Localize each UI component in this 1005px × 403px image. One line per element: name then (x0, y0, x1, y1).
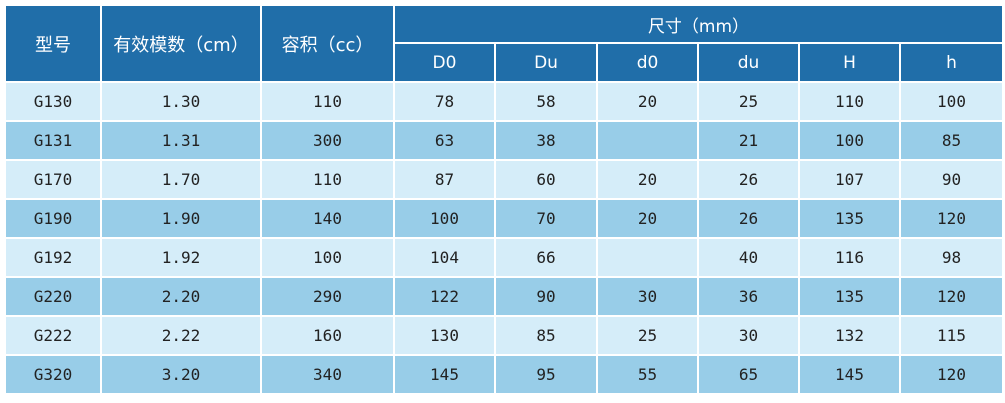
table-cell: 107 (798, 159, 901, 200)
table-cell: 110 (260, 81, 395, 122)
table-cell: 1.90 (100, 198, 262, 239)
table-cell: G190 (4, 198, 102, 239)
table-cell: 100 (798, 120, 901, 161)
table-cell: 1.31 (100, 120, 262, 161)
table-cell: 2.20 (100, 276, 262, 317)
table-cell: 90 (899, 159, 1004, 200)
table-cell: 20 (596, 159, 699, 200)
table-cell: 78 (393, 81, 496, 122)
table-cell: 26 (697, 159, 800, 200)
table-cell: 104 (393, 237, 496, 278)
table-cell: 140 (260, 198, 395, 239)
table-cell: 135 (798, 198, 901, 239)
header-model: 型号 (4, 4, 102, 83)
header-h: h (899, 42, 1004, 83)
table-cell: G192 (4, 237, 102, 278)
header-volume: 容积（cc） (260, 4, 395, 83)
table-cell: 60 (494, 159, 598, 200)
table-row: G190 1.90 140 100 70 20 26 135 120 (4, 198, 1004, 239)
table-cell: 20 (596, 81, 699, 122)
table-cell: 100 (260, 237, 395, 278)
table-cell: 26 (697, 198, 800, 239)
table-row: G222 2.22 160 130 85 25 30 132 115 (4, 315, 1004, 356)
header-dimensions: 尺寸（mm） (393, 4, 1004, 44)
table-cell: 110 (260, 159, 395, 200)
table-row: G220 2.20 290 122 90 30 36 135 120 (4, 276, 1004, 317)
table-cell: 115 (899, 315, 1004, 356)
table-cell: 95 (494, 354, 598, 395)
table-row: G170 1.70 110 87 60 20 26 107 90 (4, 159, 1004, 200)
table-cell: 30 (697, 315, 800, 356)
table-cell: 1.92 (100, 237, 262, 278)
table-cell: 2.22 (100, 315, 262, 356)
table-cell: 85 (899, 120, 1004, 161)
table-cell: 70 (494, 198, 598, 239)
table-cell: G131 (4, 120, 102, 161)
table-cell: 55 (596, 354, 699, 395)
table-cell: 110 (798, 81, 901, 122)
table-cell: 58 (494, 81, 598, 122)
table-cell: G320 (4, 354, 102, 395)
table-cell: 120 (899, 354, 1004, 395)
header-du: du (697, 42, 800, 83)
table-cell: 90 (494, 276, 598, 317)
table-cell (596, 120, 699, 161)
table-cell: 20 (596, 198, 699, 239)
table-cell: 66 (494, 237, 598, 278)
table-cell: 65 (697, 354, 800, 395)
table-cell: 340 (260, 354, 395, 395)
table-cell: 130 (393, 315, 496, 356)
table-cell: 100 (393, 198, 496, 239)
table-cell: 40 (697, 237, 800, 278)
table-cell: 116 (798, 237, 901, 278)
table-cell: 87 (393, 159, 496, 200)
table-cell: 63 (393, 120, 496, 161)
table-cell: 1.70 (100, 159, 262, 200)
table-cell: 120 (899, 276, 1004, 317)
header-d0: d0 (596, 42, 699, 83)
table-cell: G130 (4, 81, 102, 122)
table-cell: 1.30 (100, 81, 262, 122)
table-cell: 38 (494, 120, 598, 161)
table-cell: G170 (4, 159, 102, 200)
table-cell: 21 (697, 120, 800, 161)
table-cell: 145 (798, 354, 901, 395)
table-cell (596, 237, 699, 278)
table-cell: 145 (393, 354, 496, 395)
table-cell: 36 (697, 276, 800, 317)
table-cell: G222 (4, 315, 102, 356)
table-row: G131 1.31 300 63 38 21 100 85 (4, 120, 1004, 161)
table-row: G320 3.20 340 145 95 55 65 145 120 (4, 354, 1004, 395)
header-modulus: 有效模数（cm） (100, 4, 262, 83)
table-cell: 3.20 (100, 354, 262, 395)
table-cell: 135 (798, 276, 901, 317)
header-du: Du (494, 42, 598, 83)
header-d0: D0 (393, 42, 496, 83)
table-cell: 100 (899, 81, 1004, 122)
table-cell: 30 (596, 276, 699, 317)
table-cell: 160 (260, 315, 395, 356)
table-cell: 85 (494, 315, 598, 356)
table-cell: 300 (260, 120, 395, 161)
table-cell: 25 (596, 315, 699, 356)
table-row: G130 1.30 110 78 58 20 25 110 100 (4, 81, 1004, 122)
table-row: G192 1.92 100 104 66 40 116 98 (4, 237, 1004, 278)
table-cell: 122 (393, 276, 496, 317)
table-cell: G220 (4, 276, 102, 317)
header-h: H (798, 42, 901, 83)
table-cell: 25 (697, 81, 800, 122)
table-cell: 98 (899, 237, 1004, 278)
table-cell: 132 (798, 315, 901, 356)
table-cell: 290 (260, 276, 395, 317)
table-cell: 120 (899, 198, 1004, 239)
